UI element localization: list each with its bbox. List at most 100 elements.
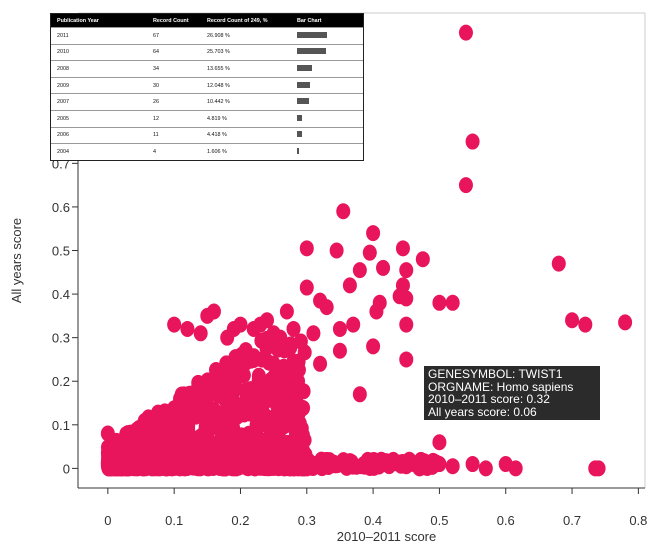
scatter-point[interactable] bbox=[277, 342, 292, 359]
scatter-point[interactable] bbox=[299, 279, 314, 296]
scatter-point[interactable] bbox=[262, 391, 277, 408]
scatter-point[interactable] bbox=[329, 242, 344, 259]
scatter-point[interactable] bbox=[445, 294, 460, 311]
scatter-point[interactable] bbox=[266, 412, 281, 429]
scatter-point[interactable] bbox=[107, 458, 122, 475]
scatter-point[interactable] bbox=[344, 454, 359, 471]
scatter-point[interactable] bbox=[412, 460, 427, 477]
scatter-point[interactable] bbox=[219, 355, 234, 372]
scatter-point[interactable] bbox=[322, 452, 337, 469]
scatter-point[interactable] bbox=[445, 458, 460, 475]
scatter-point[interactable] bbox=[289, 363, 304, 380]
scatter-point[interactable] bbox=[551, 255, 566, 272]
scatter-point[interactable] bbox=[313, 355, 328, 372]
scatter-point[interactable] bbox=[196, 458, 211, 475]
scatter-point[interactable] bbox=[399, 458, 414, 475]
scatter-point[interactable] bbox=[217, 390, 232, 407]
scatter-point[interactable] bbox=[591, 460, 606, 477]
scatter-point[interactable] bbox=[211, 459, 226, 476]
scatter-point[interactable] bbox=[146, 423, 161, 440]
scatter-point[interactable] bbox=[182, 410, 197, 427]
scatter-point[interactable] bbox=[209, 361, 224, 378]
scatter-point[interactable] bbox=[465, 133, 480, 150]
scatter-point[interactable] bbox=[352, 262, 367, 279]
scatter-point[interactable] bbox=[432, 456, 447, 473]
scatter-point[interactable] bbox=[362, 244, 377, 261]
scatter-point[interactable] bbox=[379, 456, 394, 473]
scatter-point[interactable] bbox=[180, 320, 195, 337]
scatter-point[interactable] bbox=[399, 262, 414, 279]
scatter-point[interactable] bbox=[158, 404, 173, 421]
scatter-point[interactable] bbox=[191, 438, 206, 455]
scatter-point[interactable] bbox=[415, 251, 430, 268]
scatter-point[interactable] bbox=[279, 303, 294, 320]
scatter-point[interactable] bbox=[465, 456, 480, 473]
scatter-point[interactable] bbox=[458, 177, 473, 194]
scatter-point[interactable] bbox=[193, 382, 208, 399]
scatter-point[interactable] bbox=[226, 320, 241, 337]
scatter-point[interactable] bbox=[369, 303, 384, 320]
scatter-point[interactable] bbox=[306, 325, 321, 342]
scatter-point[interactable] bbox=[225, 418, 240, 435]
scatter-point[interactable] bbox=[253, 316, 268, 333]
scatter-point[interactable] bbox=[167, 415, 182, 432]
scatter-point[interactable] bbox=[399, 351, 414, 368]
scatter-point[interactable] bbox=[332, 320, 347, 337]
scatter-point[interactable] bbox=[336, 203, 351, 220]
scatter-point[interactable] bbox=[286, 320, 301, 337]
scatter-point[interactable] bbox=[149, 454, 164, 471]
scatter-point[interactable] bbox=[399, 290, 414, 307]
scatter-point[interactable] bbox=[266, 325, 281, 342]
scatter-point[interactable] bbox=[376, 259, 391, 276]
scatter-point[interactable] bbox=[247, 404, 262, 421]
scatter-point[interactable] bbox=[157, 430, 172, 447]
scatter-point[interactable] bbox=[332, 342, 347, 359]
scatter-point[interactable] bbox=[214, 427, 229, 444]
scatter-point[interactable] bbox=[230, 438, 245, 455]
scatter-point[interactable] bbox=[206, 303, 221, 320]
scatter-point[interactable] bbox=[289, 421, 304, 438]
scatter-point[interactable] bbox=[227, 380, 242, 397]
scatter-point[interactable] bbox=[399, 316, 414, 333]
scatter-point[interactable] bbox=[239, 392, 254, 409]
scatter-point[interactable] bbox=[297, 344, 312, 361]
scatter-point[interactable] bbox=[271, 459, 286, 476]
scatter-point[interactable] bbox=[618, 314, 633, 331]
scatter-point[interactable] bbox=[458, 24, 473, 41]
scatter-point[interactable] bbox=[161, 452, 176, 469]
scatter-point[interactable] bbox=[366, 338, 381, 355]
scatter-point[interactable] bbox=[565, 312, 580, 329]
scatter-point[interactable] bbox=[432, 294, 447, 311]
scatter-point[interactable] bbox=[182, 385, 197, 402]
scatter-point[interactable] bbox=[366, 225, 381, 242]
scatter-point[interactable] bbox=[167, 316, 182, 333]
scatter-point[interactable] bbox=[342, 277, 357, 294]
scatter-point[interactable] bbox=[249, 385, 264, 402]
scatter-point[interactable] bbox=[578, 316, 593, 333]
scatter-point[interactable] bbox=[346, 316, 361, 333]
scatter-point[interactable] bbox=[319, 299, 334, 316]
scatter-point[interactable] bbox=[254, 435, 269, 452]
scatter-point[interactable] bbox=[352, 386, 367, 403]
scatter-point[interactable] bbox=[432, 434, 447, 451]
scatter-point[interactable] bbox=[478, 460, 493, 477]
scatter-point[interactable] bbox=[181, 458, 196, 475]
scatter-point[interactable] bbox=[245, 456, 260, 473]
scatter-point[interactable] bbox=[266, 355, 281, 372]
scatter-point[interactable] bbox=[197, 403, 212, 420]
scatter-point[interactable] bbox=[100, 425, 115, 442]
scatter-point[interactable] bbox=[268, 373, 283, 390]
scatter-point[interactable] bbox=[134, 435, 149, 452]
scatter-point[interactable] bbox=[230, 452, 245, 469]
scatter-point[interactable] bbox=[254, 332, 269, 349]
scatter-point[interactable] bbox=[508, 460, 523, 477]
scatter-point[interactable] bbox=[238, 342, 253, 359]
scatter-point[interactable] bbox=[205, 419, 220, 436]
scatter-point[interactable] bbox=[285, 403, 300, 420]
scatter-point[interactable] bbox=[181, 398, 196, 415]
scatter-point[interactable] bbox=[299, 240, 314, 257]
scatter-point[interactable] bbox=[193, 325, 208, 342]
scatter-point[interactable] bbox=[395, 240, 410, 257]
scatter-point[interactable] bbox=[267, 425, 282, 442]
scatter-point[interactable] bbox=[205, 376, 220, 393]
